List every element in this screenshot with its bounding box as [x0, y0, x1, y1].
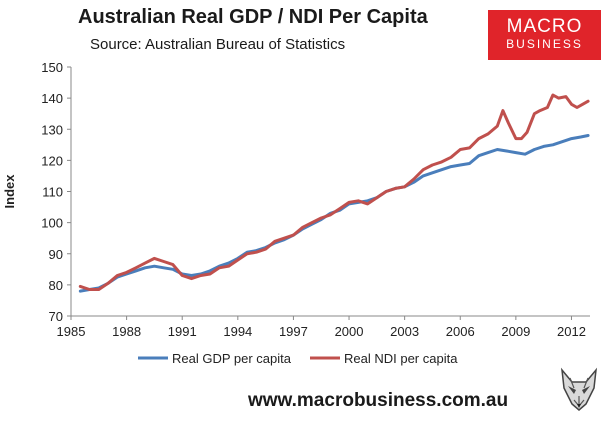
- series-line-ndi: [78, 93, 590, 291]
- x-tick-label: 2012: [557, 324, 586, 339]
- chart-series-layer: [78, 93, 590, 293]
- fox-icon: [560, 367, 598, 411]
- footer-url: www.macrobusiness.com.au: [248, 390, 509, 411]
- y-tick-label: 120: [41, 153, 63, 168]
- y-tick-label: 80: [49, 278, 63, 293]
- macrobusiness-logo: MACRO BUSINESS: [488, 10, 601, 60]
- chart-subtitle: Source: Australian Bureau of Statistics: [90, 36, 346, 53]
- x-tick-label: 1988: [112, 324, 141, 339]
- y-tick-label: 140: [41, 91, 63, 106]
- y-tick-label: 130: [41, 122, 63, 137]
- y-tick-label: 110: [42, 185, 63, 200]
- y-tick-label: 150: [41, 60, 63, 75]
- logo-line-1: MACRO: [506, 16, 583, 37]
- x-tick-label: 2003: [390, 324, 419, 339]
- x-tick-label: 2000: [335, 324, 364, 339]
- chart-legend: Real GDP per capita Real NDI per capita: [138, 351, 458, 366]
- x-tick-label: 2009: [501, 324, 530, 339]
- y-tick-label: 70: [49, 309, 63, 324]
- legend-label: Real GDP per capita: [172, 351, 292, 366]
- x-tick-label: 1985: [57, 324, 86, 339]
- chart-title: Australian Real GDP / NDI Per Capita: [78, 6, 428, 28]
- legend-label: Real NDI per capita: [344, 351, 458, 366]
- y-tick-label: 90: [49, 247, 63, 262]
- x-tick-label: 2006: [446, 324, 475, 339]
- y-tick-label: 100: [41, 216, 63, 231]
- x-tick-label: 1997: [279, 324, 308, 339]
- y-axis-label: Index: [2, 174, 17, 209]
- chart-axes: 70 80 90 100 110 120 130 140 150 1985 1988 1991 1994…: [2, 60, 590, 339]
- logo-line-2: BUSINESS: [506, 37, 583, 51]
- x-tick-label: 1991: [168, 324, 197, 339]
- x-tick-label: 1994: [223, 324, 252, 339]
